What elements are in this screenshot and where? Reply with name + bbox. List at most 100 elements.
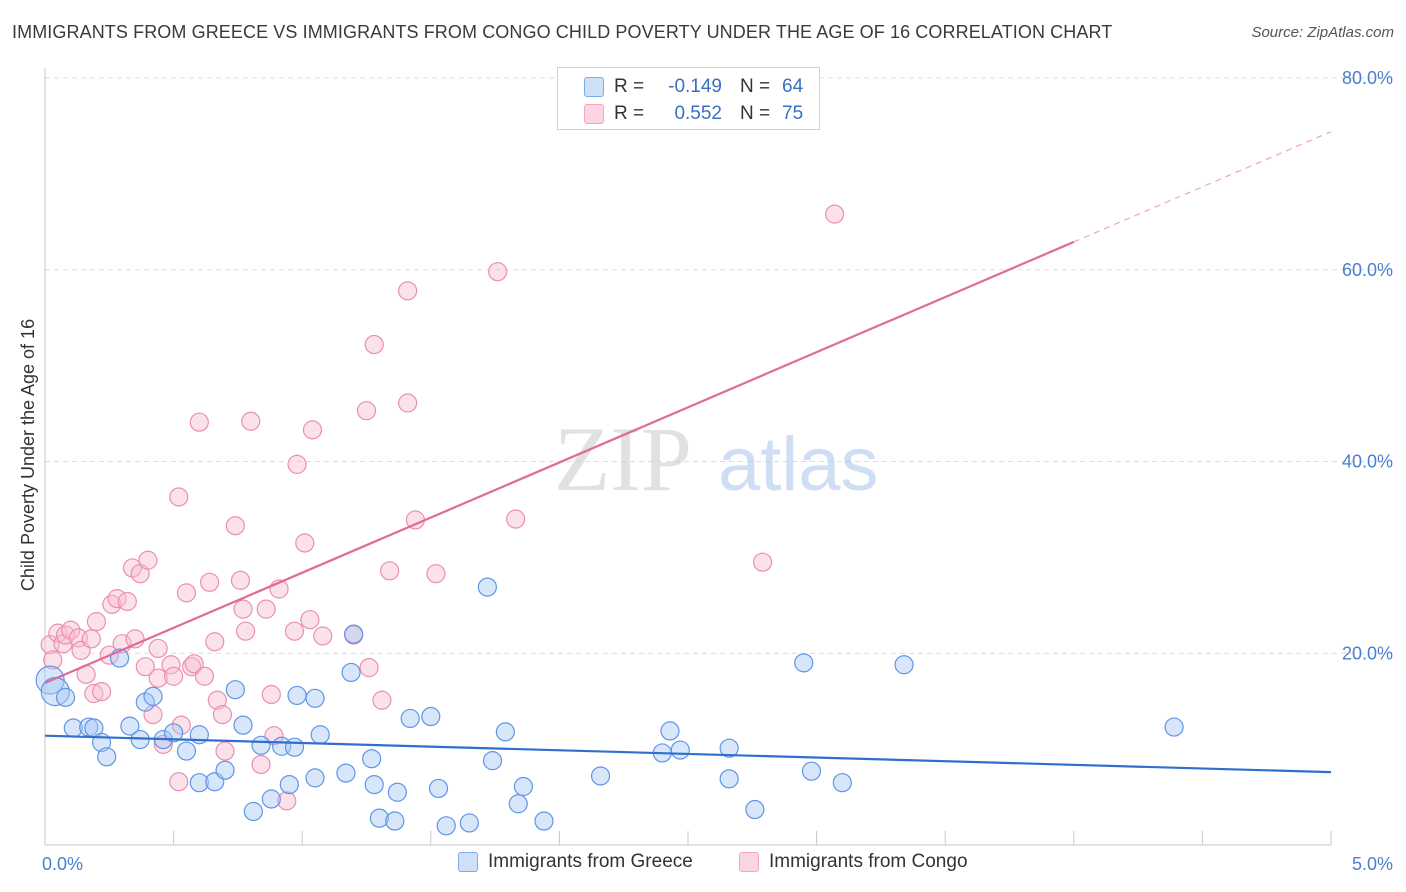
y-axis-label: Child Poverty Under the Age of 16 [18,319,38,591]
greece-point [225,680,245,700]
congo-point [207,690,227,710]
congo-point [148,668,168,688]
congo-point [264,726,284,746]
greece-point [279,774,299,795]
n-value: 64 [782,76,804,97]
greece-point [344,624,364,644]
congo-point [176,583,197,603]
correlation-row-congo: R = 0.552 N = 75 [584,101,803,127]
greece-point [459,813,479,833]
series-congo-points [40,204,845,811]
greece-point [719,738,739,758]
greece-point [794,653,814,673]
watermark: ZIP atlas [554,408,879,510]
congo-point [117,591,137,612]
greece-point [1164,717,1184,737]
greece-point [400,708,420,729]
greece-swatch [584,77,604,97]
r-value: 0.552 [674,103,722,124]
greece-point [120,716,140,736]
congo-point [236,621,256,641]
congo-point [200,572,220,592]
greece-point [428,778,449,799]
greece-point [513,776,533,797]
n-value: 75 [782,103,804,124]
legend-swatch-congo [739,852,759,872]
congo-point [189,412,209,432]
congo-point [43,650,63,670]
congo-point [261,684,281,705]
tick-labels: 20.0% 40.0% 60.0% 80.0% 0.0% 5.0% [42,68,1393,874]
congo-point [161,655,181,675]
greece-point [287,685,307,706]
congo-point [380,561,400,581]
greece-point [385,811,405,831]
greece-point [801,761,822,781]
greece-point [436,816,456,836]
greece-point [362,749,382,769]
greece-point [894,655,914,675]
greece-point [832,773,852,793]
source-label: Source: ZipAtlas.com [1251,24,1394,41]
watermark-zip: ZIP [554,408,692,510]
congo-point [84,683,104,704]
x-tick-label: 0.0% [42,854,83,874]
greece-point [660,721,680,741]
n-label: N = [740,76,771,97]
congo-point [398,281,418,301]
greece-point [305,688,325,708]
congo-point [372,690,392,710]
legend-label-congo: Immigrants from Congo [769,851,968,872]
trend-lines [44,131,1332,774]
congo-point [122,558,143,578]
greece-point [670,740,690,760]
congo-point [205,632,225,652]
x-tick-label: 5.0% [1352,854,1393,874]
greece-point [477,577,497,597]
greece-point [135,692,155,712]
series-greece-points [35,577,1184,836]
y-tick-label: 20.0% [1342,643,1393,663]
greece-point [251,735,271,755]
congo-point [241,411,261,431]
y-tick-label: 60.0% [1342,260,1393,280]
congo-point [287,454,307,474]
greece-point [215,760,235,780]
greece-point [369,808,389,828]
congo-point [138,550,158,570]
congo-point [102,594,122,614]
watermark-atlas: atlas [718,422,879,507]
y-tick-label: 80.0% [1342,68,1393,88]
congo-point [148,638,168,659]
congo-point [364,334,384,355]
chart-title: IMMIGRANTS FROM GREECE VS IMMIGRANTS FRO… [12,22,1113,42]
greece-point [55,687,76,707]
congo-point [135,657,155,677]
bottom-legend: Immigrants from Greece Immigrants from C… [0,851,1406,879]
greece-point [310,725,330,745]
greece-point [176,741,197,761]
greece-point [495,722,515,742]
trend-line-greece [44,734,1332,774]
legend-label-greece: Immigrants from Greece [488,851,693,872]
congo-point [313,626,333,646]
congo-point [233,599,253,619]
congo-point [225,516,245,536]
congo-point [169,487,189,507]
congo-point [302,420,323,440]
congo-point [300,610,320,630]
congo-point [164,666,184,686]
greece-point [164,723,184,743]
y-tick-label: 40.0% [1342,452,1393,472]
legend-item-congo[interactable]: Immigrants from Congo [739,851,968,873]
congo-point [171,715,191,735]
congo-point [81,629,101,649]
greece-point [719,769,739,789]
trend-line-congo-extension [1073,131,1332,243]
legend-item-greece[interactable]: Immigrants from Greece [458,851,693,873]
trend-line-congo [44,240,1075,684]
greece-point [261,789,281,809]
congo-point [215,741,235,761]
correlation-row-greece: R = -0.149 N = 64 [584,74,803,100]
r-value: -0.149 [668,76,722,97]
